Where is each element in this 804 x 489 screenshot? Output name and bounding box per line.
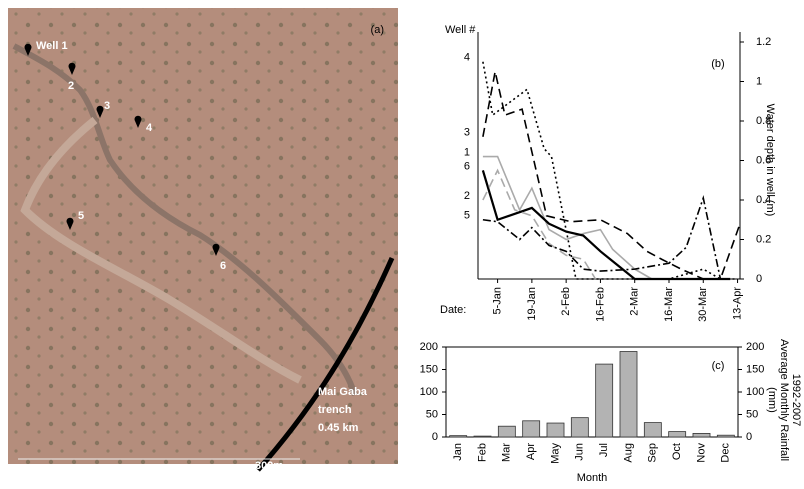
y-tick-label: 200 xyxy=(420,341,438,353)
x-tick-label: Mar xyxy=(501,443,513,462)
x-tick-label: 13-Apr xyxy=(731,287,743,320)
x-tick-label: Aug xyxy=(622,443,634,463)
x-tick-label: Nov xyxy=(695,443,707,463)
y-tick-label: 150 xyxy=(746,363,764,375)
bar xyxy=(669,432,686,437)
bar xyxy=(693,433,710,437)
figure: Well 123456 (a) Mai Gaba trench 0.45 km … xyxy=(0,0,804,489)
y-tick-label: 0 xyxy=(432,431,438,443)
trench-label: trench xyxy=(318,404,352,416)
bar xyxy=(474,436,491,437)
y-tick-label: 0.4 xyxy=(756,194,771,206)
well-line xyxy=(483,170,730,279)
bar xyxy=(620,352,637,438)
y-tick-label: 100 xyxy=(746,386,764,398)
y-tick-label: 200 xyxy=(746,341,764,353)
x-tick-label: Oct xyxy=(671,443,683,460)
x-tick-label: 2-Mar xyxy=(629,287,641,316)
left-axis-label: Well # xyxy=(445,24,476,36)
well-label: 5 xyxy=(78,210,84,222)
well-label: 4 xyxy=(146,122,153,134)
legend-label: 5 xyxy=(464,210,470,222)
x-tick-label: 5-Jan xyxy=(491,287,503,315)
x-tick-label: 30-Mar xyxy=(697,287,709,322)
y-axis-label: (mm) xyxy=(766,387,778,413)
well-line xyxy=(483,170,596,279)
y-tick-label: 0.6 xyxy=(756,154,771,166)
bar xyxy=(523,421,540,437)
well-line xyxy=(483,157,652,279)
y-axis-label: Average Monthly Rainfall xyxy=(778,339,790,461)
x-tick-label: 16-Mar xyxy=(663,287,675,322)
bar xyxy=(596,364,613,437)
trench-label: 0.45 km xyxy=(318,422,359,434)
trench-label: Mai Gaba xyxy=(318,386,368,398)
x-tick-label: Feb xyxy=(476,443,488,462)
legend-label: 4 xyxy=(464,52,470,64)
x-tick-label: Jan xyxy=(452,443,464,461)
legend-label: 3 xyxy=(464,127,470,139)
x-tick-label: 16-Feb xyxy=(594,287,606,322)
well-label: Well 1 xyxy=(36,40,68,52)
x-tick-label: Sep xyxy=(647,443,659,463)
y-tick-label: 1.2 xyxy=(756,36,771,48)
well-label: 6 xyxy=(220,260,226,272)
bar xyxy=(717,435,734,437)
line-chart: Well #Date:(b)Water depth in well (m)00.… xyxy=(440,24,776,322)
bar xyxy=(644,423,661,437)
x-tick-label: 19-Jan xyxy=(526,287,538,321)
x-tick-label: May xyxy=(549,443,561,464)
panel-label: (b) xyxy=(711,58,724,70)
page: Well 123456 (a) Mai Gaba trench 0.45 km … xyxy=(0,0,804,489)
x-tick-label: 2-Feb xyxy=(560,287,572,316)
x-tick-label: Apr xyxy=(525,443,537,460)
scale-label: 300m xyxy=(255,460,283,472)
well-label: 2 xyxy=(68,80,74,92)
well-line xyxy=(483,198,721,279)
y-tick-label: 100 xyxy=(420,386,438,398)
y-tick-label: 150 xyxy=(420,363,438,375)
panel-label: (c) xyxy=(712,360,725,372)
x-tick-label: Jun xyxy=(574,443,586,461)
y-tick-label: 0.2 xyxy=(756,233,771,245)
y-tick-label: 0.8 xyxy=(756,115,771,127)
legend-label: 2 xyxy=(464,190,470,202)
y-tick-label: 1 xyxy=(756,75,762,87)
y-axis-label: 1992-2007 xyxy=(790,374,802,427)
y-tick-label: 50 xyxy=(426,408,438,420)
bar xyxy=(450,436,467,437)
x-axis-label: Date: xyxy=(440,304,466,316)
panel-label: (a) xyxy=(371,24,384,36)
x-tick-label: Dec xyxy=(720,443,732,463)
y-tick-label: 0 xyxy=(756,273,762,285)
bar xyxy=(571,418,588,437)
plot-frame xyxy=(446,347,738,437)
bar-chart: 0 0 50 50 100 100 150 150 200 200 Jan Feb Mar Apr May J… xyxy=(420,339,802,484)
y-tick-label: 50 xyxy=(746,408,758,420)
y-tick-label: 0 xyxy=(746,431,752,443)
x-tick-label: Jul xyxy=(598,443,610,457)
legend-label: 1 xyxy=(464,146,470,158)
well-label: 3 xyxy=(104,100,110,112)
legend-label: 6 xyxy=(464,160,470,172)
bar xyxy=(498,426,515,437)
bar xyxy=(547,423,564,437)
x-axis-label: Month xyxy=(577,472,608,484)
